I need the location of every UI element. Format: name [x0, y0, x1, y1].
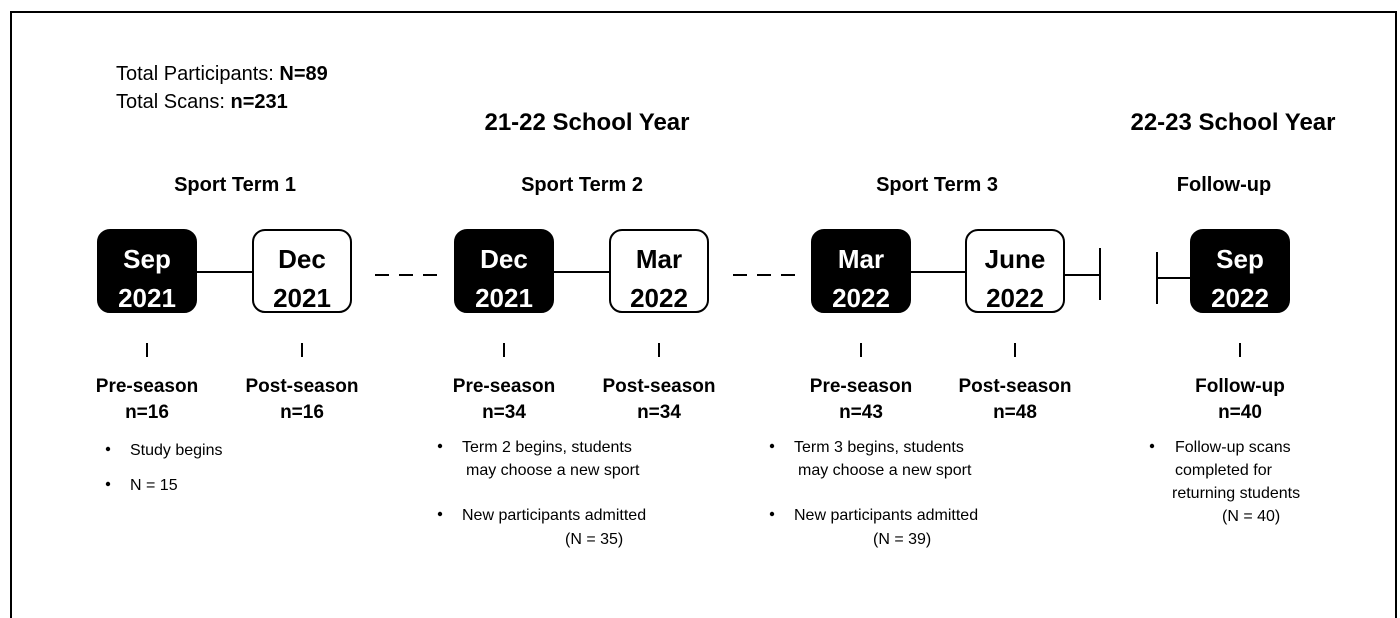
- month: Sep: [1216, 244, 1264, 274]
- scan-count: n=43: [839, 402, 883, 423]
- phase: Pre-season: [810, 376, 912, 397]
- term-title: Sport Term 1: [174, 174, 296, 196]
- note-line: returning students: [1172, 485, 1300, 502]
- bullet: [769, 443, 775, 449]
- phase: Post-season: [246, 376, 359, 397]
- phase: Pre-season: [453, 376, 555, 397]
- year: 2022: [832, 283, 890, 313]
- date-box: [252, 229, 352, 313]
- scan-count: n=16: [125, 402, 169, 423]
- year: 2022: [630, 283, 688, 313]
- note-line: Study begins: [130, 442, 223, 459]
- date-box: [97, 229, 197, 313]
- scan-count: n=16: [280, 402, 324, 423]
- scan-count: n=40: [1218, 402, 1262, 423]
- year: 2022: [986, 283, 1044, 313]
- school-year: 21-22 School Year: [484, 109, 689, 136]
- note-line: (N = 40): [1222, 508, 1280, 525]
- note-line: Follow-up scans: [1175, 439, 1291, 456]
- scan-count: n=48: [993, 402, 1037, 423]
- year: 2021: [118, 283, 176, 313]
- year: 2021: [475, 283, 533, 313]
- connectors: [196, 248, 1191, 304]
- month: Dec: [480, 244, 528, 274]
- month: Sep: [123, 244, 171, 274]
- note-line: Term 2 begins, students: [462, 439, 632, 456]
- note-line: may choose a new sport: [798, 462, 972, 479]
- note-line: N = 15: [130, 477, 178, 494]
- scan-count: n=34: [482, 402, 526, 423]
- frame: [10, 11, 1397, 618]
- date-box: [454, 229, 554, 313]
- note-line: completed for: [1175, 462, 1273, 479]
- bullet: [769, 511, 775, 517]
- bullet: [1149, 443, 1155, 449]
- year: 2022: [1211, 283, 1269, 313]
- date-box: [609, 229, 709, 313]
- term-title: Sport Term 3: [876, 174, 998, 196]
- bullet: [437, 511, 443, 517]
- month: Mar: [838, 244, 884, 274]
- date-box: [1190, 229, 1290, 313]
- month: June: [985, 244, 1046, 274]
- summary-line: Total Participants: N=89: [116, 63, 328, 85]
- summary-value: n=231: [231, 91, 288, 113]
- summary-label: Total Participants:: [116, 63, 279, 85]
- note-line: New participants admitted: [462, 507, 646, 524]
- scans: Sport Term 1 Sep 2021 Pre-season n=16 Dec 2021…: [96, 174, 1300, 548]
- note-line: (N = 39): [873, 531, 931, 548]
- term-title: Sport Term 2: [521, 174, 643, 196]
- term-title: Follow-up: [1177, 174, 1271, 196]
- school-year: 22-23 School Year: [1130, 109, 1335, 136]
- date-box: [965, 229, 1065, 313]
- note-line: Term 3 begins, students: [794, 439, 964, 456]
- note-line: (N = 35): [565, 531, 623, 548]
- month: Dec: [278, 244, 326, 274]
- phase: Post-season: [959, 376, 1072, 397]
- summary-label: Total Scans:: [116, 91, 231, 113]
- month: Mar: [636, 244, 682, 274]
- phase: Post-season: [603, 376, 716, 397]
- bullet: [105, 446, 111, 452]
- phase: Pre-season: [96, 376, 198, 397]
- bullet: [437, 443, 443, 449]
- bullet: [105, 481, 111, 487]
- date-box: [811, 229, 911, 313]
- summary-value: N=89: [279, 63, 327, 85]
- note-line: New participants admitted: [794, 507, 978, 524]
- year: 2021: [273, 283, 331, 313]
- note-line: may choose a new sport: [466, 462, 640, 479]
- summary-line: Total Scans: n=231: [116, 91, 288, 113]
- scan-count: n=34: [637, 402, 681, 423]
- phase: Follow-up: [1195, 376, 1285, 397]
